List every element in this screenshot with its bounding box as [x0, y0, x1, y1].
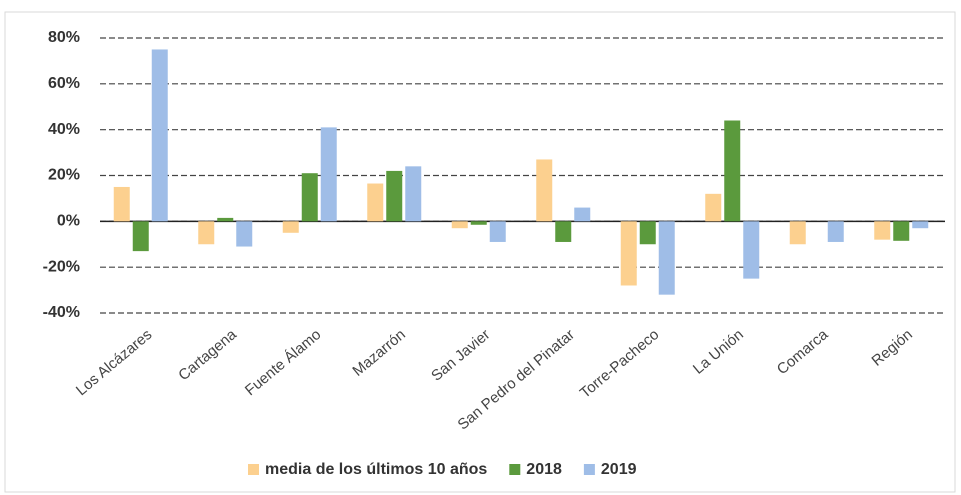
- y-tick-label: 60%: [48, 75, 80, 92]
- y-tick-label: -40%: [43, 304, 80, 321]
- bar: [658, 221, 675, 295]
- y-tick-label: 80%: [48, 29, 80, 46]
- bar: [320, 127, 337, 222]
- bar: [151, 49, 168, 222]
- y-tick-label: 40%: [48, 121, 80, 138]
- legend-swatch: [583, 464, 595, 475]
- bar: [827, 221, 844, 242]
- bar: [743, 221, 760, 279]
- y-tick-label: 0%: [57, 213, 80, 230]
- bar: [639, 221, 656, 245]
- bar: [113, 186, 130, 222]
- bar: [705, 193, 722, 222]
- bar: [405, 166, 422, 222]
- legend-swatch: [509, 464, 521, 475]
- legend-swatch: [248, 464, 259, 475]
- bar: [789, 221, 806, 245]
- bar: [620, 221, 637, 286]
- bar: [470, 221, 487, 225]
- bar: [198, 221, 215, 245]
- bar: [236, 221, 253, 247]
- bar: [874, 221, 891, 240]
- bar: [451, 221, 468, 229]
- legend-label: media de los últimos 10 años: [265, 461, 487, 478]
- bar: [367, 183, 384, 222]
- bar: [282, 221, 299, 233]
- bar: [893, 221, 910, 241]
- bar: [724, 120, 741, 222]
- bar: [536, 159, 553, 222]
- bar: [301, 173, 318, 222]
- y-tick-label: 20%: [48, 167, 80, 184]
- bar: [217, 217, 234, 222]
- legend-label: 2018: [526, 461, 562, 478]
- bar: [574, 207, 591, 222]
- legend-label: 2019: [601, 461, 637, 478]
- bar: [912, 221, 929, 229]
- bar: [555, 221, 572, 242]
- bar: [132, 221, 149, 252]
- bar: [386, 170, 403, 222]
- bar: [489, 221, 506, 242]
- y-tick-label: -20%: [43, 258, 80, 275]
